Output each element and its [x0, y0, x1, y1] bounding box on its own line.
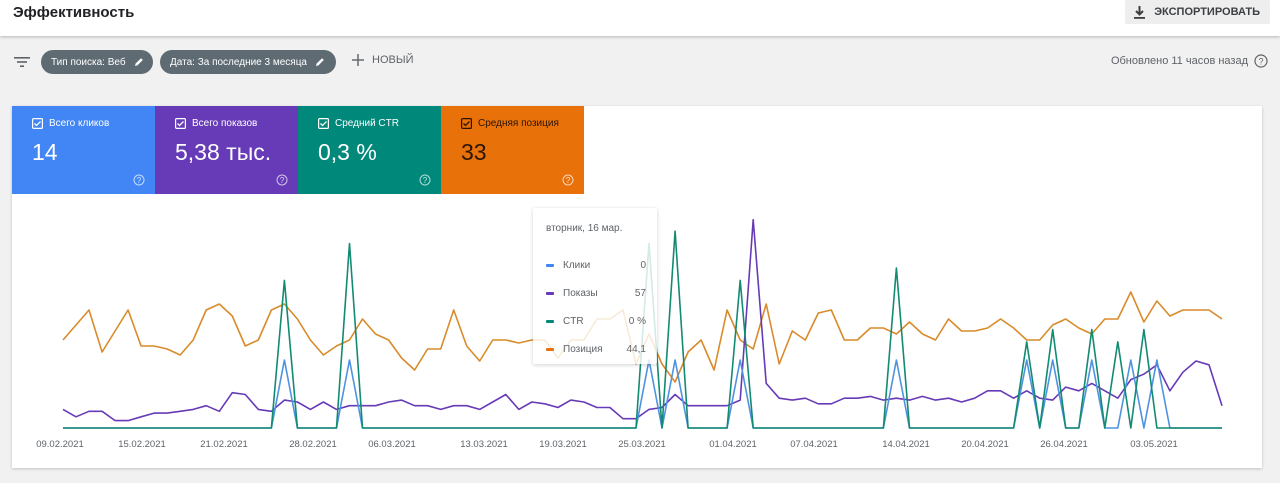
- chart-tooltip: вторник, 16 мар. Клики 0 Показы 57 CTR 0…: [533, 208, 657, 364]
- export-button[interactable]: ЭКСПОРТИРОВАТЬ: [1125, 0, 1270, 24]
- tooltip-row-label: Показы: [563, 287, 598, 299]
- tooltip-row-clicks: Клики 0: [546, 258, 646, 272]
- metric-card-clicks[interactable]: Всего кликов 14 ?: [12, 106, 155, 194]
- metric-card-impressions[interactable]: Всего показов 5,38 тыс. ?: [155, 106, 298, 194]
- tooltip-date: вторник, 16 мар.: [546, 223, 623, 234]
- tooltip-row-impressions: Показы 57: [546, 286, 646, 300]
- metric-label: Средний CTR: [335, 118, 399, 129]
- checkbox-icon[interactable]: [318, 118, 329, 129]
- legend-swatch: [546, 263, 554, 267]
- tooltip-row-value: 44,1: [626, 343, 646, 355]
- tooltip-row-value: 0 %: [628, 315, 646, 327]
- metric-value: 14: [32, 139, 58, 165]
- filter-bar: Тип поиска: Веб Дата: За последние 3 мес…: [0, 40, 1280, 84]
- new-filter-label: НОВЫЙ: [372, 54, 414, 66]
- export-label: ЭКСПОРТИРОВАТЬ: [1154, 6, 1260, 18]
- help-icon[interactable]: ?: [1254, 54, 1268, 68]
- metric-value: 0,3 %: [318, 139, 377, 165]
- svg-text:?: ?: [423, 176, 428, 185]
- legend-swatch: [546, 347, 554, 351]
- help-icon[interactable]: ?: [133, 174, 145, 186]
- metric-card-ctr[interactable]: Средний CTR 0,3 % ?: [298, 106, 441, 194]
- pencil-icon[interactable]: [315, 57, 325, 67]
- metric-label: Всего кликов: [49, 118, 110, 129]
- plus-icon: [352, 54, 364, 66]
- filter-icon[interactable]: [14, 56, 30, 68]
- svg-text:?: ?: [137, 176, 142, 185]
- help-icon[interactable]: ?: [562, 174, 574, 186]
- filter-chip-date[interactable]: Дата: За последние 3 месяца: [160, 50, 336, 74]
- download-icon: [1134, 6, 1146, 19]
- legend-swatch: [546, 319, 554, 323]
- metric-label: Всего показов: [192, 118, 258, 129]
- page-title: Эффективность: [13, 4, 135, 21]
- chip-label: Тип поиска: Веб: [51, 56, 126, 68]
- updated-status: Обновлено 11 часов назад ?: [1111, 54, 1268, 68]
- svg-text:?: ?: [1258, 56, 1263, 66]
- help-icon[interactable]: ?: [276, 174, 288, 186]
- tooltip-row-ctr: CTR 0 %: [546, 314, 646, 328]
- top-bar: Эффективность ЭКСПОРТИРОВАТЬ: [0, 0, 1280, 36]
- updated-text: Обновлено 11 часов назад: [1110, 55, 1248, 67]
- svg-text:?: ?: [280, 176, 285, 185]
- help-icon[interactable]: ?: [419, 174, 431, 186]
- tooltip-row-label: Позиция: [563, 343, 603, 355]
- checkbox-icon[interactable]: [175, 118, 186, 129]
- checkbox-icon[interactable]: [461, 118, 472, 129]
- chip-label: Дата: За последние 3 месяца: [170, 56, 307, 68]
- metric-card-position[interactable]: Средняя позиция 33 ?: [441, 106, 584, 194]
- tooltip-row-value: 57: [634, 287, 646, 299]
- metric-label: Средняя позиция: [478, 118, 559, 129]
- pencil-icon[interactable]: [134, 57, 144, 67]
- filter-chip-search-type[interactable]: Тип поиска: Веб: [41, 50, 153, 74]
- svg-text:?: ?: [566, 176, 571, 185]
- tooltip-row-label: Клики: [563, 259, 591, 271]
- tooltip-row-label: CTR: [563, 315, 584, 327]
- tooltip-row-position: Позиция 44,1: [546, 342, 646, 356]
- new-filter-button[interactable]: НОВЫЙ: [352, 54, 413, 66]
- tooltip-row-value: 0: [640, 259, 646, 271]
- checkbox-icon[interactable]: [32, 118, 43, 129]
- metric-value: 33: [461, 139, 487, 165]
- legend-swatch: [546, 291, 554, 295]
- metric-value: 5,38 тыс.: [175, 139, 272, 165]
